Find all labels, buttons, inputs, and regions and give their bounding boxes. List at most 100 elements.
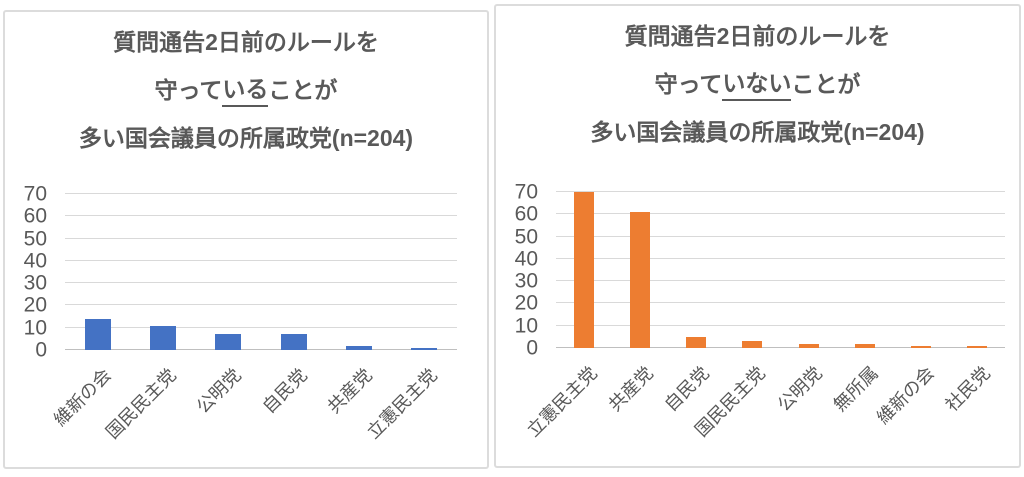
y-tick-label: 40 [23, 249, 47, 273]
gridline [556, 302, 1005, 304]
bar-維新の会 [84, 318, 111, 350]
chart-title-line: 守って いない ことが [496, 58, 1019, 106]
y-tick-label: 20 [514, 291, 538, 315]
x-axis-line [65, 349, 457, 350]
x-label-slot: 社民党 [942, 352, 1005, 464]
x-category-label: 共産党 [323, 364, 376, 418]
y-tick-label: 30 [23, 271, 47, 295]
y-tick-label: 20 [23, 293, 47, 317]
chart-panel-rule-breaking: 質問通告2日前のルールを 守って いない ことが 多い国会議員の所属政党(n=204) … [494, 4, 1021, 468]
gridline [556, 280, 1005, 282]
x-label-slot: 立憲民主党 [364, 354, 457, 466]
bar-slot [392, 194, 457, 350]
y-tick-label: 0 [526, 336, 538, 360]
title-text: 守って [154, 77, 223, 103]
bar-slot [130, 194, 195, 350]
chart-title-line: 質問通告2日前のルールを [5, 16, 487, 64]
title-text: 守って [654, 71, 723, 97]
gridline [65, 259, 457, 261]
gridline [65, 282, 457, 284]
bar-維新の会 [910, 345, 931, 348]
bar-slot [65, 194, 130, 350]
bar-slot [556, 192, 612, 348]
y-tick-label: 70 [23, 182, 47, 206]
y-axis: 0 10 20 30 40 50 60 70 [496, 182, 546, 359]
bars-container [556, 192, 1005, 348]
gridlines [556, 191, 1005, 348]
title-text: 質問通告2日前のルールを [113, 29, 379, 55]
bar-公明党 [215, 334, 242, 350]
gridline [65, 304, 457, 306]
chart-title-line: 質問通告2日前のルールを [496, 10, 1019, 58]
x-label-slot: 立憲民主党 [523, 352, 612, 464]
bar-公明党 [798, 343, 819, 348]
y-tick-label: 50 [23, 227, 47, 251]
y-tick-label: 40 [514, 247, 538, 271]
y-tick-label: 10 [23, 316, 47, 340]
y-tick-label: 0 [35, 338, 47, 362]
title-text: ことが [791, 71, 861, 97]
bar-slot [781, 192, 837, 348]
gridline [556, 324, 1005, 326]
x-category-label: 立憲民主党 [523, 362, 602, 441]
bar-slot [837, 192, 893, 348]
y-tick-label: 30 [514, 269, 538, 293]
bar-国民民主党 [742, 341, 763, 348]
bar-slot [612, 192, 668, 348]
x-category-label: 自民党 [258, 364, 311, 418]
title-text: 多い国会議員の所属政党(n=204) [590, 119, 925, 145]
bars-container [65, 194, 457, 350]
chart-title-line: 多い国会議員の所属政党(n=204) [5, 112, 487, 160]
bar-slot [196, 194, 261, 350]
x-label-slot: 維新の会 [873, 352, 949, 464]
chart-title: 質問通告2日前のルールを守って いない ことが多い国会議員の所属政党(n=204) [496, 10, 1019, 154]
bar-slot [893, 192, 949, 348]
bar-slot [724, 192, 780, 348]
gridline [556, 257, 1005, 259]
title-underlined-text: いる [222, 70, 269, 107]
bar-立憲民主党 [411, 347, 438, 350]
x-axis-line [556, 347, 1005, 348]
x-label-slot: 国民民主党 [102, 354, 195, 466]
x-label-slot: 公明党 [193, 354, 261, 466]
bar-共産党 [345, 345, 372, 350]
title-text: ことが [268, 77, 338, 103]
title-text: 多い国会議員の所属政党(n=204) [78, 125, 414, 151]
gridlines [65, 193, 457, 350]
bar-slot [326, 194, 391, 350]
y-tick-label: 10 [514, 314, 538, 338]
x-label-slot: 国民民主党 [692, 352, 780, 464]
gridline [556, 191, 1005, 192]
x-label-slot: 共産党 [605, 352, 668, 464]
chart-title-line: 守って いる ことが [5, 64, 487, 112]
plot-area [556, 191, 1005, 348]
x-label-slot: 公明党 [773, 352, 837, 464]
bar-国民民主党 [149, 325, 176, 350]
chart-title: 質問通告2日前のルールを守って いる ことが多い国会議員の所属政党(n=204) [5, 16, 487, 160]
bar-slot [261, 194, 326, 350]
bar-社民党 [966, 345, 987, 348]
gridline [556, 213, 1005, 215]
bar-slot [668, 192, 724, 348]
gridline [65, 326, 457, 328]
gridline [65, 193, 457, 194]
gridline [65, 237, 457, 239]
chart-panel-rule-keeping: 質問通告2日前のルールを守って いる ことが多い国会議員の所属政党(n=204) 0… [3, 10, 489, 469]
title-text: 質問通告2日前のルールを [624, 23, 891, 49]
y-tick-label: 60 [23, 204, 47, 228]
bar-自民党 [686, 336, 707, 348]
bar-共産党 [630, 212, 651, 348]
bar-無所属 [854, 343, 875, 348]
bar-slot [949, 192, 1005, 348]
title-underlined-text: いない [722, 64, 792, 101]
y-tick-label: 50 [514, 225, 538, 249]
x-axis-labels: 立憲民主党 共産党 自民党 国民民主党 公明党 無所属 維新の会 社民党 [523, 352, 1005, 464]
gridline [65, 215, 457, 217]
x-axis-labels: 維新の会 国民民主党 公明党 自民党 共産党 立憲民主党 [50, 354, 457, 466]
y-tick-label: 70 [514, 180, 538, 204]
y-tick-label: 60 [514, 202, 538, 226]
gridline [556, 235, 1005, 237]
chart-title-line: 多い国会議員の所属政党(n=204) [496, 106, 1019, 154]
x-label-slot: 自民党 [258, 354, 326, 466]
